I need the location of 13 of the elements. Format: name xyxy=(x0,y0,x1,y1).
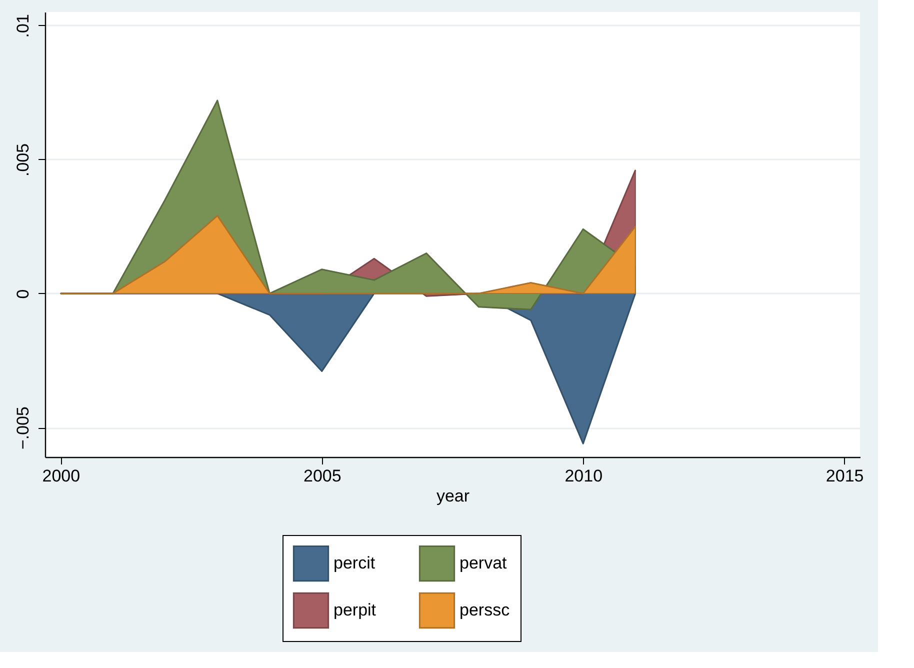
legend-label: pervat xyxy=(460,554,508,573)
x-tick-label: 2010 xyxy=(564,466,603,486)
y-tick-label: .01 xyxy=(14,14,32,38)
y-tick-label: 0 xyxy=(14,289,32,299)
x-tick-label: 2015 xyxy=(826,466,864,486)
x-tick-label: 2000 xyxy=(42,466,80,486)
legend-label: percit xyxy=(334,554,376,573)
x-tick-label: 2005 xyxy=(303,466,342,486)
legend-label: perssc xyxy=(460,600,510,620)
y-tick-label: .005 xyxy=(14,143,32,176)
x-axis-title: year xyxy=(436,486,470,506)
legend-label: perpit xyxy=(334,600,376,620)
y-tick-label: −.005 xyxy=(14,406,32,450)
